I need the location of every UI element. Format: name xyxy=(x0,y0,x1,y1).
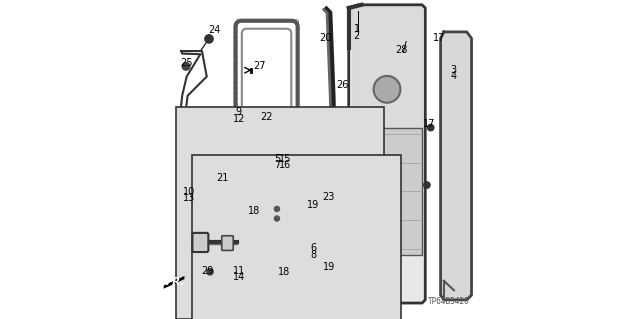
Text: 8: 8 xyxy=(310,249,316,260)
Text: 7: 7 xyxy=(274,160,280,170)
Text: 13: 13 xyxy=(183,193,195,204)
Text: 6: 6 xyxy=(310,243,316,253)
Text: 1: 1 xyxy=(354,24,360,34)
Text: 10: 10 xyxy=(183,187,195,197)
Circle shape xyxy=(207,269,213,275)
Text: 18: 18 xyxy=(248,206,260,216)
Text: 23: 23 xyxy=(323,192,335,202)
Text: 25: 25 xyxy=(180,58,193,68)
Text: 16: 16 xyxy=(280,160,292,170)
Text: 22: 22 xyxy=(260,112,273,122)
Polygon shape xyxy=(440,32,472,300)
Polygon shape xyxy=(352,6,422,128)
Circle shape xyxy=(428,124,434,131)
Text: 19: 19 xyxy=(323,262,335,272)
Circle shape xyxy=(424,182,430,188)
Text: 15: 15 xyxy=(280,154,292,164)
Circle shape xyxy=(182,63,190,70)
Text: 14: 14 xyxy=(232,272,244,282)
FancyBboxPatch shape xyxy=(221,236,233,250)
Text: 18: 18 xyxy=(278,267,291,277)
FancyBboxPatch shape xyxy=(177,107,384,319)
Text: 11: 11 xyxy=(232,265,244,276)
Text: 24: 24 xyxy=(209,25,221,35)
Text: 5: 5 xyxy=(274,154,280,164)
Text: 29: 29 xyxy=(202,265,214,276)
Text: 27: 27 xyxy=(253,61,266,71)
Text: 26: 26 xyxy=(336,80,349,91)
Circle shape xyxy=(205,35,213,43)
Polygon shape xyxy=(164,276,184,289)
FancyBboxPatch shape xyxy=(193,233,209,252)
Circle shape xyxy=(370,170,394,194)
Text: 19: 19 xyxy=(307,200,319,210)
Text: 9: 9 xyxy=(236,107,242,117)
Polygon shape xyxy=(358,128,422,255)
Circle shape xyxy=(275,206,280,211)
FancyBboxPatch shape xyxy=(193,155,401,319)
Text: 28: 28 xyxy=(396,45,408,56)
Text: 4: 4 xyxy=(451,71,456,81)
Text: TP64B5420: TP64B5420 xyxy=(428,297,469,306)
Text: 12: 12 xyxy=(232,114,245,124)
Text: 17: 17 xyxy=(423,119,435,129)
Circle shape xyxy=(374,76,401,103)
Polygon shape xyxy=(349,5,425,303)
Text: 3: 3 xyxy=(451,64,456,75)
Circle shape xyxy=(275,216,280,221)
Text: 21: 21 xyxy=(216,173,228,183)
Text: FR.: FR. xyxy=(166,277,186,287)
Text: 2: 2 xyxy=(353,31,360,41)
Text: 17: 17 xyxy=(433,33,445,43)
Text: 20: 20 xyxy=(319,33,332,43)
